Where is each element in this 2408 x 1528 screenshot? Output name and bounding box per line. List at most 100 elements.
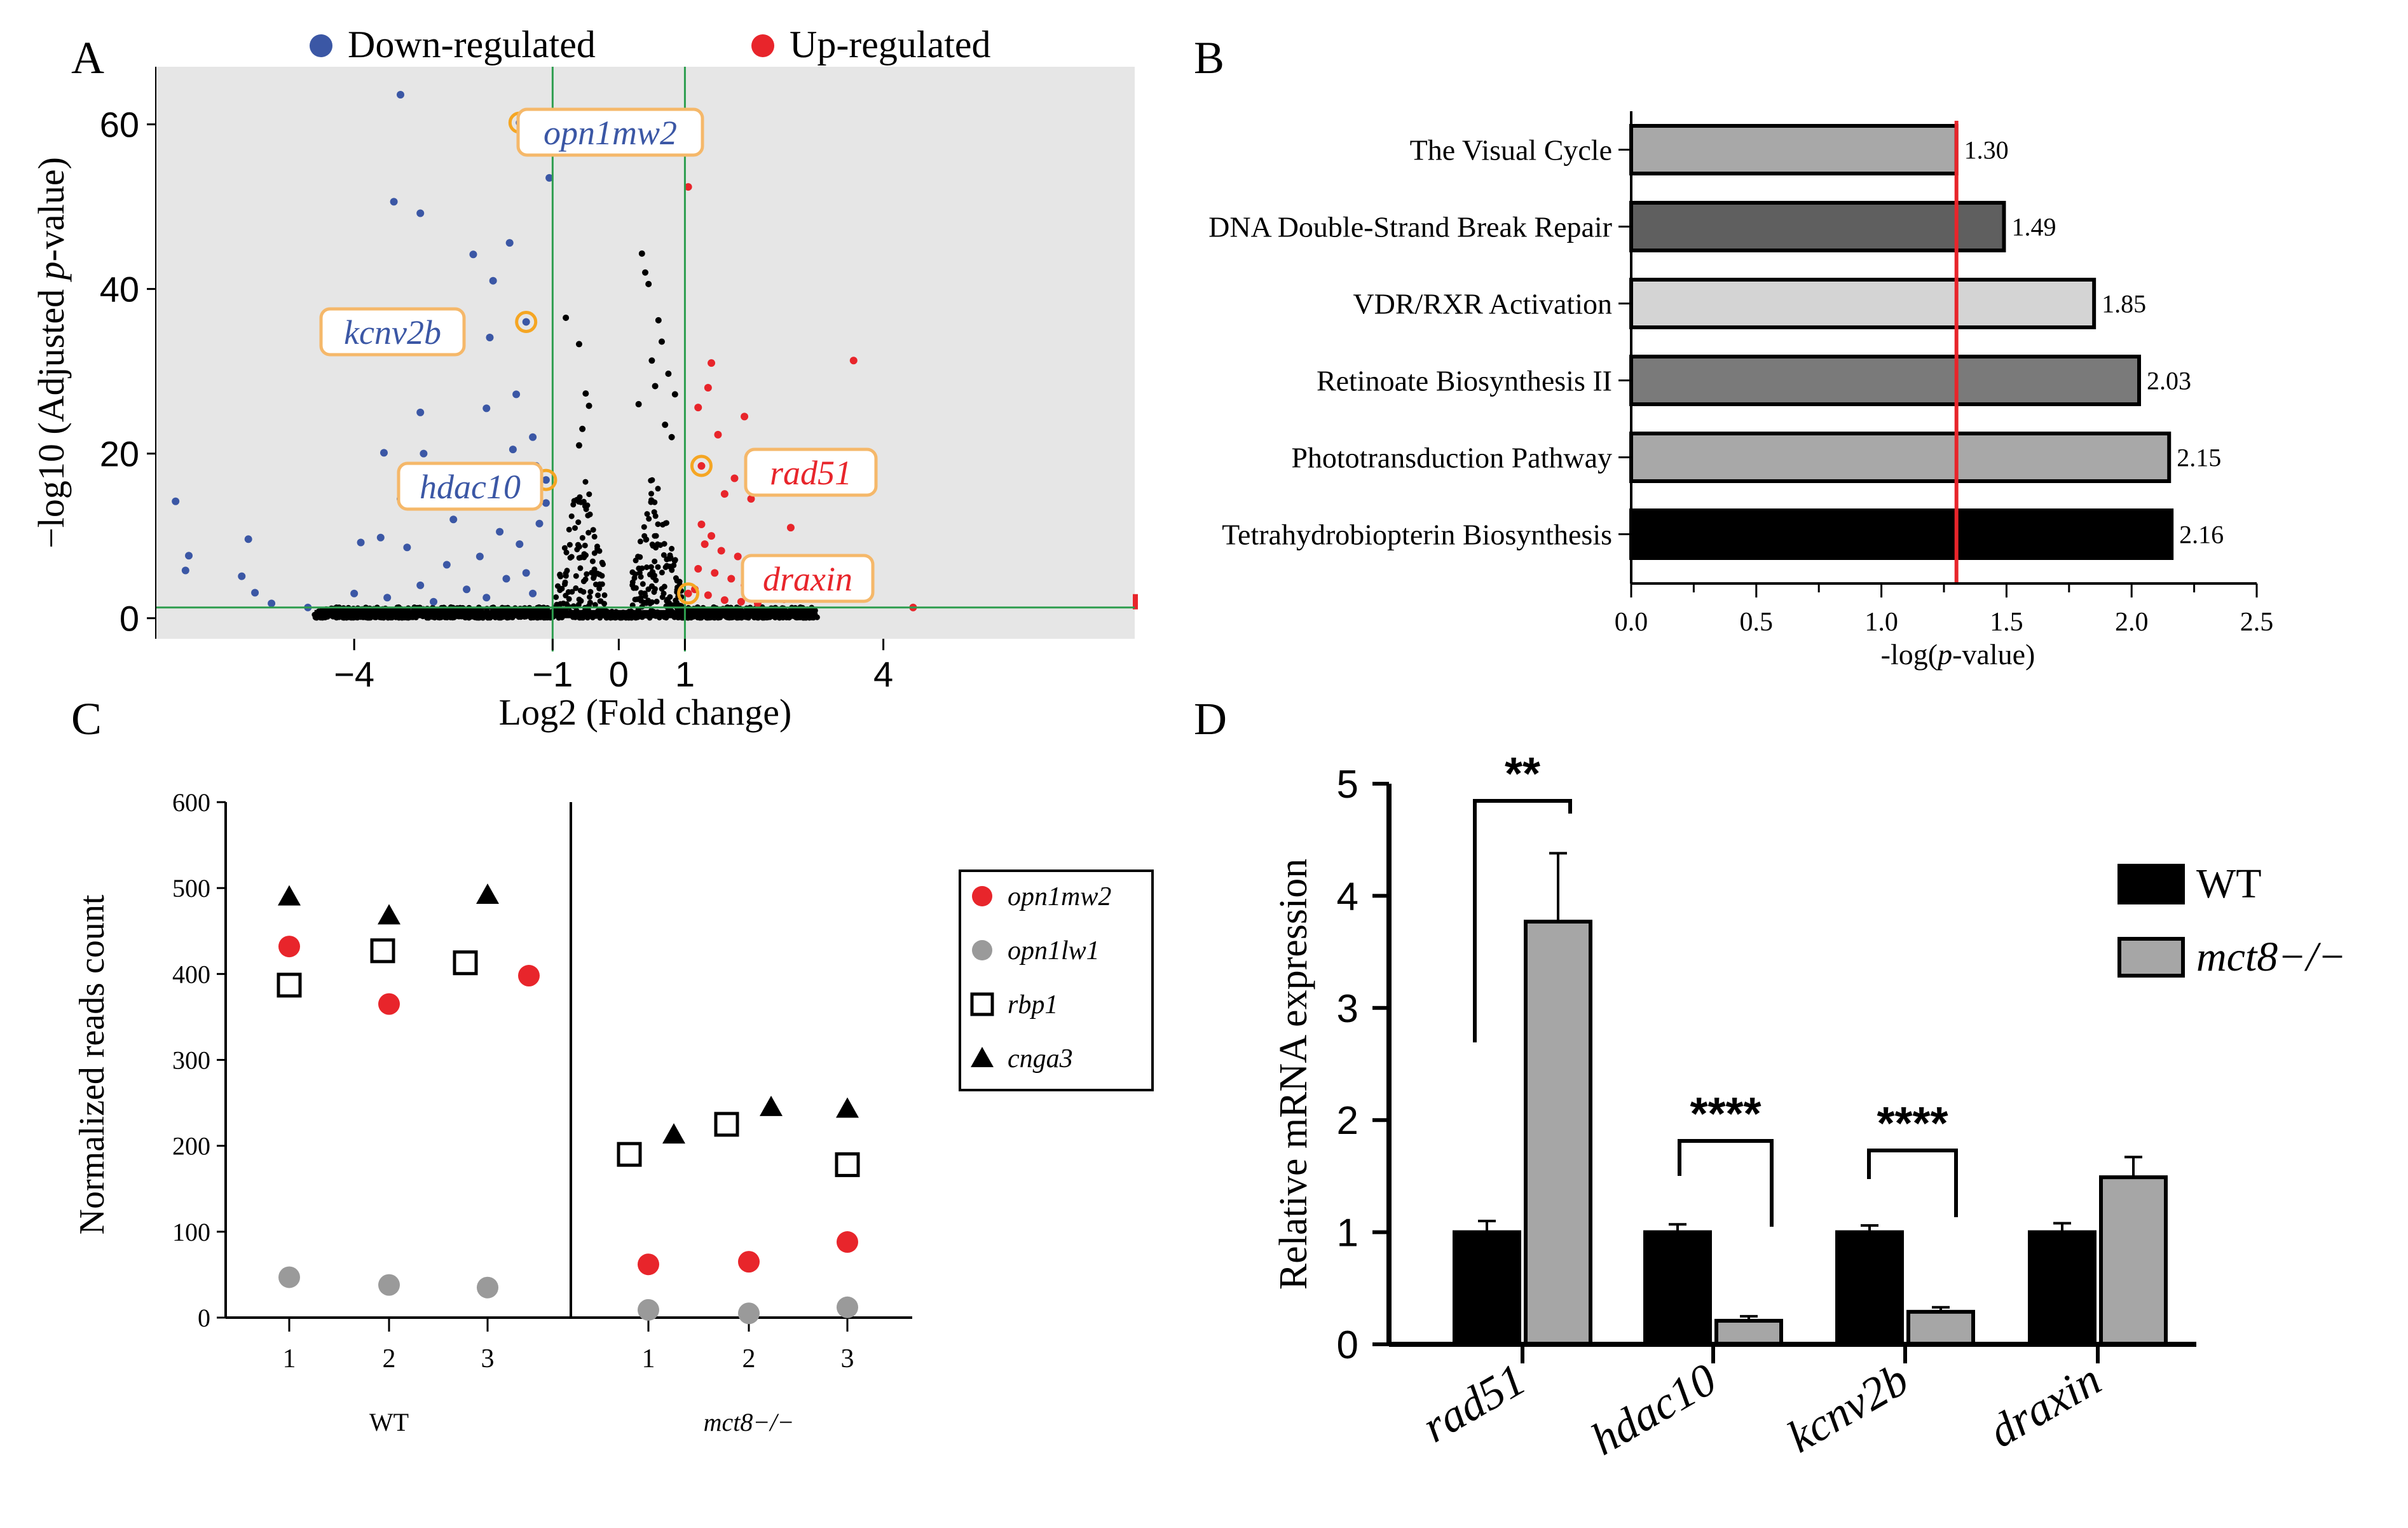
down-point — [505, 239, 514, 247]
reads-y-axis-label: Normalized reads count — [72, 894, 112, 1234]
ns-point — [653, 545, 659, 551]
replicate-label-mct8-1: 1 — [642, 1344, 655, 1374]
ns-point — [671, 562, 677, 568]
reads-points — [277, 883, 860, 1325]
reads-legend-label-opn1mw2: opn1mw2 — [1008, 882, 1111, 911]
threshold-lines — [156, 67, 1135, 651]
ns-point — [557, 572, 563, 578]
ns-point — [562, 581, 568, 587]
ns-point — [577, 587, 584, 594]
volcano-y-axis-label: −log10 (Adjusted p-value) — [31, 157, 72, 549]
ns-point — [667, 594, 673, 600]
reads-point-cnga3 — [278, 885, 301, 906]
ns-point — [650, 574, 656, 580]
ns-point — [648, 497, 655, 503]
ns-point — [568, 513, 575, 519]
reads-y-tick-label-600: 600 — [172, 788, 210, 817]
ns-point — [644, 511, 650, 517]
ns-point — [660, 590, 667, 597]
y-tick-label-0: 0 — [120, 599, 139, 639]
up-point — [786, 524, 795, 532]
qpcr-bar-hdac10-mct8 — [1714, 1318, 1783, 1347]
ns-point — [643, 536, 649, 543]
up-point — [704, 384, 712, 392]
highlight-ring-draxin — [677, 582, 700, 605]
ns-point — [671, 557, 678, 564]
pathway-x-tick-label-2-5: 2.5 — [2240, 608, 2274, 637]
pathway-value-dna-double-strand-break-repair: 1.49 — [2011, 213, 2056, 242]
significance-bracket — [1678, 1139, 1774, 1227]
up-point — [701, 540, 709, 549]
ns-point — [572, 525, 578, 531]
down-point — [357, 538, 365, 547]
highlight-dot-hdac10 — [542, 476, 550, 484]
ns-point — [560, 600, 566, 606]
gene-label-kcnv2b: kcnv2b — [344, 313, 441, 351]
qpcr-bar-kcnv2b-mct8 — [1906, 1309, 1975, 1346]
reads-point-cnga3 — [378, 904, 400, 925]
volcano-axes: 0 20 40 60 −4 −1 0 1 4 — [100, 67, 893, 694]
ns-point — [567, 555, 573, 561]
ns-point — [575, 341, 582, 348]
ns-point — [668, 433, 675, 440]
down-point — [397, 91, 404, 99]
down-point — [268, 599, 276, 608]
ns-point — [659, 570, 665, 576]
ns-point — [629, 582, 636, 589]
ns-point — [669, 567, 675, 573]
down-point — [390, 198, 398, 206]
up-point — [704, 591, 712, 599]
ns-point — [591, 575, 597, 581]
qpcr-y-axis-label: Relative mRNA expression — [1272, 859, 1315, 1290]
down-point — [244, 535, 252, 543]
ns-point — [589, 558, 596, 564]
qpcr-significance: ****** **** — [1473, 749, 1958, 1227]
gene-label-box-kcnv2b — [319, 307, 466, 357]
ns-point — [577, 494, 583, 500]
ns-point — [669, 545, 675, 552]
qpcr-bar-draxin-mct8 — [2099, 1175, 2168, 1346]
down-point — [430, 597, 438, 606]
pathway-x-axis-label: -log(p-value) — [1881, 638, 2035, 671]
panel-letter-c: C — [71, 693, 102, 744]
down-point — [416, 408, 425, 416]
legend-label-up-regulated: Up-regulated — [790, 24, 991, 65]
down-point — [535, 519, 544, 528]
ns-point — [649, 477, 655, 483]
ns-point — [575, 442, 582, 449]
down-point — [512, 390, 521, 399]
ns-point — [652, 533, 658, 539]
down-point — [416, 209, 425, 217]
ns-point — [655, 317, 662, 324]
down-point — [529, 589, 537, 597]
down-point — [383, 594, 392, 602]
gene-label-opn1mw2: opn1mw2 — [544, 114, 677, 152]
ns-point — [586, 491, 592, 498]
reads-axes: 0 100 200 300 400 500 600 1 2 3 WT 1 2 3 mct8−/− — [172, 788, 912, 1436]
ns-point — [582, 542, 588, 549]
qpcr-bar-kcnv2b-wt — [1835, 1230, 1904, 1346]
ns-point — [592, 582, 599, 587]
pathway-x-label-part-1: -log( — [1881, 638, 1938, 671]
ns-point — [655, 486, 661, 492]
ns-point — [571, 498, 577, 504]
group-label-wt: WT — [369, 1408, 409, 1436]
ns-point — [633, 557, 639, 564]
ns-point — [596, 548, 603, 554]
qpcr-legend-label-wt: WT — [2196, 861, 2262, 907]
pathway-x-tick-label-0-5: 0.5 — [1740, 608, 1774, 637]
down-point — [529, 433, 537, 441]
up-point — [849, 357, 858, 365]
reads-legend-marker-opn1lw1 — [972, 940, 992, 960]
y-tick-label-60: 60 — [100, 105, 139, 145]
x-tick-label-0: 0 — [609, 654, 629, 694]
pathway-x-tick-label-2-0: 2.0 — [2115, 608, 2149, 637]
reads-point-opn1mw2 — [518, 965, 540, 987]
reads-point-opn1mw2 — [278, 936, 300, 958]
ns-point — [587, 589, 594, 595]
qpcr-x-tick-label-draxin: draxin — [1980, 1354, 2109, 1457]
ns-point — [582, 479, 589, 485]
ns-point — [639, 565, 645, 571]
down-point — [463, 585, 471, 594]
down-point — [542, 499, 550, 507]
